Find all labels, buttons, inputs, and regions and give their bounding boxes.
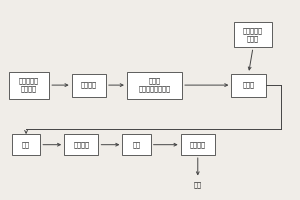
Text: 电化脱脂: 电化脱脂: [81, 82, 97, 88]
Bar: [127, 72, 182, 99]
Bar: [231, 74, 266, 97]
Text: 热镀层: 热镀层: [242, 82, 254, 88]
Bar: [72, 74, 106, 97]
Text: 冷轧钢薄板
（基板）: 冷轧钢薄板 （基板）: [19, 78, 39, 92]
Bar: [234, 22, 272, 47]
Text: 成品: 成品: [194, 181, 202, 188]
Bar: [122, 134, 151, 155]
Text: 液压剪切: 液压剪切: [190, 141, 206, 148]
Text: 热处理
预热、快热、风冷: 热处理 预热、快热、风冷: [139, 78, 170, 92]
Bar: [9, 72, 49, 99]
Text: 光整: 光整: [22, 141, 30, 148]
Text: 表面处理: 表面处理: [73, 141, 89, 148]
Bar: [12, 134, 40, 155]
Bar: [181, 134, 215, 155]
Text: 铝、锌、硅
热熔化: 铝、锌、硅 热熔化: [243, 27, 263, 42]
Bar: [64, 134, 98, 155]
Text: 烘干: 烘干: [133, 141, 141, 148]
